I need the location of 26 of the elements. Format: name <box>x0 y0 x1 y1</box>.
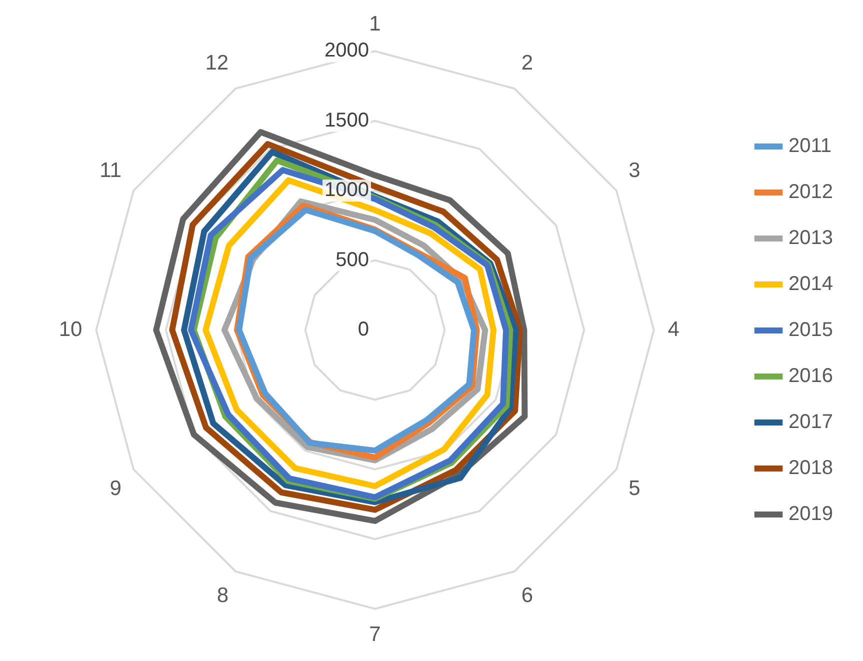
spoke-label: 5 <box>628 476 640 500</box>
legend-label: 2019 <box>788 503 834 526</box>
y-tick-label: 1000 <box>324 179 369 202</box>
spoke-label: 7 <box>369 623 381 646</box>
spoke-label: 12 <box>205 52 229 75</box>
legend-label: 2016 <box>788 365 834 388</box>
y-tick-label: 1500 <box>324 109 369 132</box>
legend-label: 2017 <box>788 411 834 434</box>
legend-label: 2012 <box>788 181 834 204</box>
spoke-label: 3 <box>628 158 640 182</box>
spoke-label: 1 <box>369 12 381 36</box>
spoke-label: 8 <box>216 584 229 607</box>
legend-label: 2013 <box>788 227 834 250</box>
spoke-label: 4 <box>668 318 680 341</box>
spoke-label: 9 <box>110 476 122 500</box>
legend-label: 2014 <box>788 273 834 296</box>
y-tick-label: 2000 <box>324 40 369 62</box>
spoke-label: 10 <box>58 318 82 341</box>
legend-label: 2015 <box>788 319 834 342</box>
spoke-label: 2 <box>521 52 534 75</box>
y-tick-label: 500 <box>336 248 369 271</box>
y-tick-label: 0 <box>358 318 369 341</box>
legend-label: 2018 <box>788 457 834 480</box>
spoke-label: 6 <box>521 584 534 607</box>
spoke-label: 11 <box>100 158 122 182</box>
legend-label: 2011 <box>788 135 832 158</box>
